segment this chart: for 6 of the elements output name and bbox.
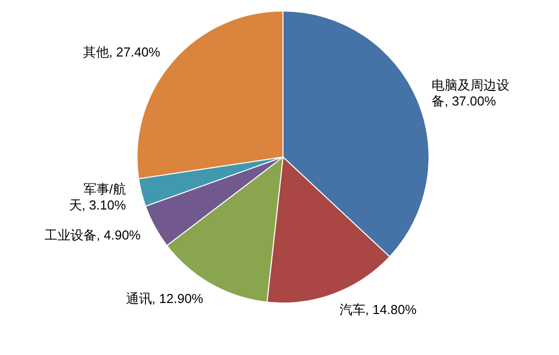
slice-label: 电脑及周边设备, 37.00% [432, 77, 510, 108]
slice-label: 通讯, 12.90% [126, 291, 204, 306]
slice-label: 工业设备, 4.90% [44, 227, 142, 242]
slice-label: 其他, 27.40% [82, 44, 161, 60]
slice-label: 汽车, 14.80% [339, 302, 418, 317]
slice-label: 军事/航天, 3.10% [68, 182, 126, 213]
